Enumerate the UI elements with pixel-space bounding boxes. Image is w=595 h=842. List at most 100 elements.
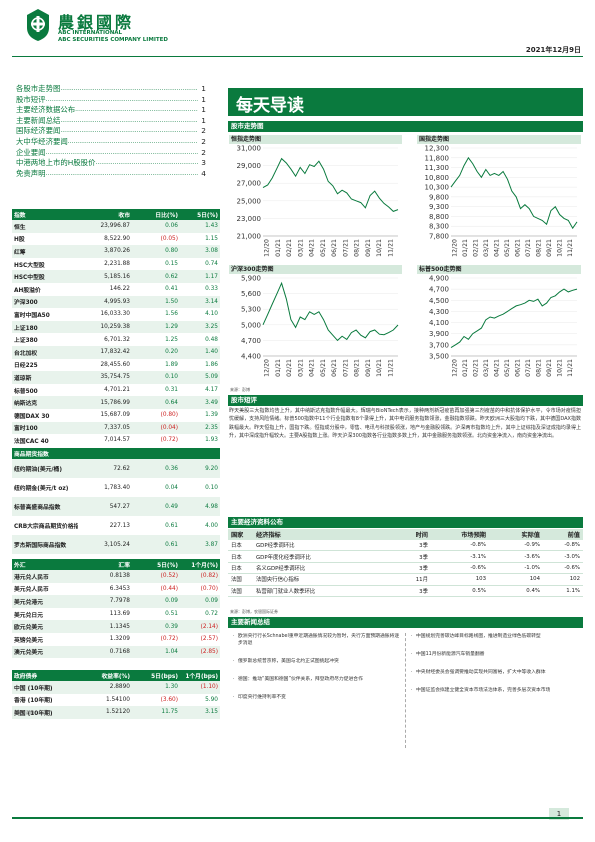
x-tick-label: 11/21: [567, 359, 574, 377]
y-tick-label: 4,900: [429, 275, 449, 283]
row-value: 1.17: [205, 273, 218, 280]
column-header: 5日(%): [197, 213, 218, 219]
news-item[interactable]: 中国11月份新能源汽车销量翻番: [410, 651, 580, 658]
row-label: 美元兑人民币: [14, 587, 49, 594]
y-tick-label: 27,000: [237, 180, 262, 188]
row-value: 1.15: [205, 235, 218, 242]
x-tick-label: 08/21: [354, 239, 361, 257]
footer-rule: [12, 817, 583, 819]
row-value: (0.80): [160, 412, 178, 419]
toc-page: 3: [201, 158, 206, 168]
bond-source: 来源：彭博: [14, 710, 34, 715]
row-label: 欧元兑美元: [14, 625, 43, 632]
y-tick-label: 4,400: [241, 353, 261, 361]
econ-cell: -0.6%: [564, 564, 580, 571]
row-value: 7,337.05: [104, 424, 130, 431]
table-row: 香港 (10年期) 1.54100 (3.60) 5.90: [12, 693, 220, 707]
economic-data-table: 国家 经济指标 时间 市场预期 实际值 前值 日本 GDP经季调环比 3季 -0.8% -0.9% -…: [228, 529, 583, 597]
row-label: 日经225: [14, 363, 38, 370]
column-header: 外汇: [14, 563, 26, 569]
news-divider: [405, 633, 406, 748]
column-header: 商品期货指数: [14, 452, 49, 458]
toc-item[interactable]: 各股市走势图..................................…: [16, 84, 206, 95]
econ-row: 法国 法国央行信心指标 11月 103 104 102: [228, 574, 583, 586]
x-tick-label: 06/21: [331, 359, 338, 377]
row-value: 1.40: [205, 349, 218, 356]
row-value: 17,832.42: [100, 349, 130, 356]
econ-cell: 法国: [231, 588, 242, 595]
row-label: 富时中国A50: [14, 312, 50, 319]
news-item[interactable]: 印度央行维持利率不变: [232, 694, 402, 701]
index-table: 指数 收市 日比(%) 5日(%) 恒生 23,996.87 0.06 1.43 H股 8,522…: [12, 209, 220, 447]
row-value: 9.20: [205, 465, 218, 472]
y-tick-label: 10,800: [425, 174, 450, 182]
row-value: (0.05): [160, 235, 178, 242]
news-item[interactable]: 中央财经委员会强调要推动实现共同富裕，扩大中等收入群体: [410, 669, 580, 676]
table-row: 沪深300 4,995.93 1.50 3.14: [12, 295, 220, 309]
row-label: 港元兑人民币: [14, 574, 49, 581]
series-line: [262, 157, 399, 212]
y-tick-label: 23,000: [237, 215, 262, 223]
row-value: 1.52120: [106, 709, 130, 716]
toc-item[interactable]: 主要经济数据公布................................…: [16, 105, 206, 116]
row-value: (0.04): [160, 424, 178, 431]
table-row: 纽约期油(美元/桶) 72.62 0.36 9.20: [12, 459, 220, 478]
econ-cell: 3季: [419, 588, 428, 595]
logo-chinese-name: 農銀國際: [58, 13, 135, 32]
row-label: 纽约期金(美元/t oz): [14, 486, 69, 492]
row-label: HSC大型股: [14, 262, 45, 269]
row-value: 0.06: [165, 223, 178, 230]
table-row: 英镑兑美元 1.3209 (0.72) (2.57): [12, 632, 220, 646]
abc-logo-icon: [27, 9, 49, 41]
row-value: 7.7978: [109, 598, 130, 605]
row-value: 1.1345: [109, 623, 130, 630]
news-item[interactable]: 俄罗斯总统普京称，美国与北约正试图挑起冲突: [232, 658, 402, 665]
news-item[interactable]: 德国：推动“美国和德国”伙伴关系，拜登政府尽力促进合作: [232, 676, 402, 683]
toc-item[interactable]: 大中华经济要闻.................................…: [16, 137, 206, 148]
row-label: HSC中型股: [14, 275, 45, 282]
toc-page: 4: [201, 168, 206, 178]
row-value: (0.82): [200, 573, 218, 580]
econ-cell: 103: [475, 576, 486, 583]
econ-cell: -3.0%: [564, 553, 580, 560]
toc-item[interactable]: 企业要闻....................................…: [16, 148, 206, 159]
row-value: 3.87: [205, 541, 218, 548]
x-tick-label: 10/21: [376, 239, 383, 257]
row-value: 0.64: [165, 399, 178, 406]
toc-item[interactable]: 主要新闻总结..................................…: [16, 116, 206, 127]
toc-item[interactable]: 中港两地上市的H股股价.............................…: [16, 158, 206, 169]
toc-item[interactable]: 股市短评....................................…: [16, 95, 206, 106]
x-tick-label: 08/21: [535, 359, 542, 377]
column-header: 指数: [14, 213, 26, 219]
toc-leader: ........................................…: [60, 127, 198, 135]
row-value: (2.57): [200, 636, 218, 643]
y-tick-label: 9,800: [429, 193, 449, 201]
row-value: 3.08: [205, 248, 218, 255]
row-value: 0.20: [165, 349, 178, 356]
chart-title-hscei: 国指走势图: [417, 135, 581, 144]
row-value: 6.3453: [109, 585, 130, 592]
header-rule: [12, 56, 583, 57]
row-value: 0.48: [205, 336, 218, 343]
news-item[interactable]: 欧洲央行行长Schnabel重申近期通胀情况较为暂时，央行方面预期通胀将逐步消退: [232, 633, 402, 647]
table-row: 美元兑日元 113.69 0.51 0.72: [12, 607, 220, 621]
row-label: AH股溢价: [14, 287, 41, 294]
toc-item[interactable]: 免责声明....................................…: [16, 169, 206, 180]
y-tick-label: 5,300: [241, 306, 261, 314]
toc-label: 股市短评: [16, 94, 46, 104]
row-label: 中国 (10年期): [14, 685, 53, 692]
row-value: 3,870.26: [104, 248, 130, 255]
news-item[interactable]: 中国规划完善碳达峰目标路线图，推进制造业绿色低碳转型: [410, 633, 580, 640]
row-label: 美国 (10年期): [14, 710, 53, 717]
row-value: 547.27: [109, 503, 130, 510]
row-label: 沪深300: [14, 300, 38, 307]
toc-item[interactable]: 国际经济要闻..................................…: [16, 126, 206, 137]
news-item[interactable]: 中国证监会拟建立健全资本市场法治体系，完善多层次资本市场: [410, 687, 580, 694]
row-label: 纳斯达克: [14, 401, 38, 408]
table-row: 纳斯达克 15,786.99 0.64 3.49: [12, 396, 220, 409]
row-label: 富时100: [14, 426, 38, 433]
toc-label: 企业要闻: [16, 147, 46, 157]
row-value: 0.10: [205, 484, 218, 491]
econ-row: 日本 名义GDP经季调环比 3季 -0.6% -1.0% -0.6%: [228, 563, 583, 575]
